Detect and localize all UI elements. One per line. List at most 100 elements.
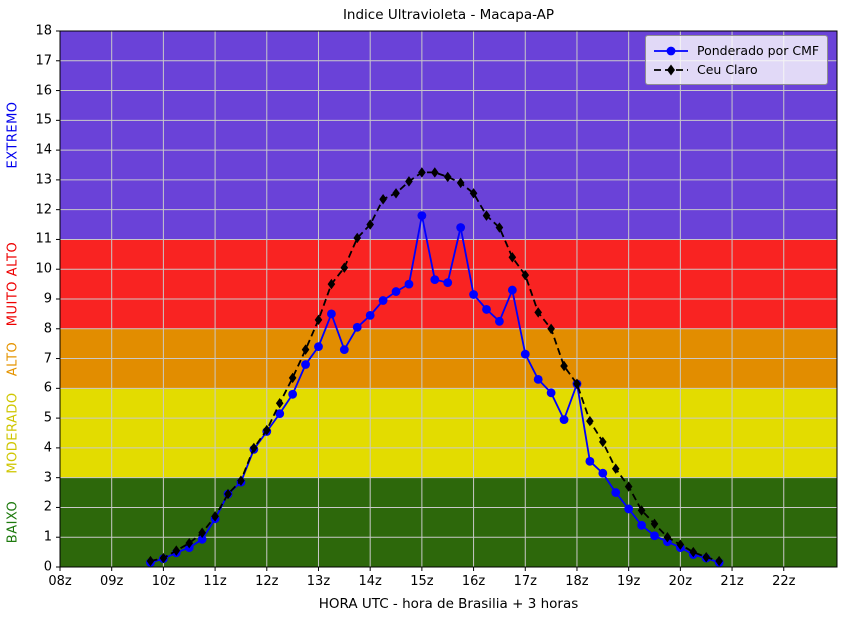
x-tick-label: 19z xyxy=(616,574,641,589)
y-tick-label: 13 xyxy=(35,172,52,188)
data-point-marker xyxy=(443,171,452,183)
data-point-marker xyxy=(508,252,517,263)
x-tick-label: 21z xyxy=(720,574,744,589)
data-point-marker xyxy=(650,531,659,541)
data-point-marker xyxy=(379,194,387,205)
y-tick-label: 18 xyxy=(35,23,52,39)
x-tick-label: 20z xyxy=(668,574,693,589)
data-point-marker xyxy=(353,232,362,244)
risk-band-moderado xyxy=(60,388,837,478)
legend: Ponderado por CMF Ceu Claro xyxy=(645,35,828,85)
x-tick-label: 10z xyxy=(151,574,176,589)
data-point-marker xyxy=(469,290,478,299)
data-point-marker xyxy=(507,285,517,295)
data-point-marker xyxy=(288,389,298,399)
data-point-marker xyxy=(224,488,232,500)
data-point-marker xyxy=(250,442,258,454)
data-point-marker xyxy=(521,269,530,281)
data-point-marker xyxy=(702,551,711,563)
x-tick-label: 14z xyxy=(358,574,382,589)
y-tick-label: 15 xyxy=(35,112,52,128)
y-tick-label: 12 xyxy=(35,202,52,218)
data-point-marker xyxy=(495,316,504,326)
data-point-marker xyxy=(715,555,723,567)
data-point-marker xyxy=(599,436,607,448)
data-point-marker xyxy=(146,555,155,567)
data-point-marker xyxy=(237,475,245,486)
data-point-marker xyxy=(327,278,336,290)
risk-label-muito-alto: MUITO ALTO xyxy=(5,241,21,327)
data-point-marker xyxy=(534,307,542,318)
data-point-marker xyxy=(663,532,672,543)
data-point-marker xyxy=(624,504,634,514)
y-tick-label: 10 xyxy=(35,261,52,277)
data-point-marker xyxy=(352,322,362,332)
data-point-marker xyxy=(391,287,401,296)
data-point-marker xyxy=(301,360,310,369)
data-point-marker xyxy=(598,468,608,478)
data-point-marker xyxy=(288,372,297,384)
x-tick-label: 11z xyxy=(203,574,227,589)
legend-label-ceu-claro: Ceu Claro xyxy=(697,62,758,77)
data-point-marker xyxy=(482,210,491,221)
data-point-marker xyxy=(339,345,349,355)
y-tick-label: 5 xyxy=(43,410,52,426)
data-point-marker xyxy=(469,188,478,199)
data-point-marker xyxy=(611,488,621,497)
data-point-marker xyxy=(560,360,568,372)
risk-label-alto: ALTO xyxy=(5,341,21,376)
data-point-marker xyxy=(404,279,414,289)
data-point-marker xyxy=(443,278,453,288)
data-point-marker xyxy=(650,518,659,530)
x-tick-label: 15z xyxy=(410,574,434,589)
x-tick-label: 12z xyxy=(255,574,279,589)
x-tick-label: 18z xyxy=(565,574,589,589)
data-point-marker xyxy=(559,415,569,424)
y-tick-label: 8 xyxy=(43,321,52,337)
data-point-marker xyxy=(275,409,285,419)
x-tick-label: 08z xyxy=(48,574,72,589)
x-tick-label: 17z xyxy=(513,574,537,589)
legend-item-ponderado: Ponderado por CMF xyxy=(653,41,819,60)
data-point-marker xyxy=(418,167,426,178)
data-point-marker xyxy=(340,262,349,273)
y-tick-label: 4 xyxy=(43,440,52,456)
legend-item-ceu-claro: Ceu Claro xyxy=(653,60,819,79)
x-tick-label: 09z xyxy=(100,574,124,589)
data-point-marker xyxy=(314,342,323,352)
data-point-marker xyxy=(301,344,310,355)
data-point-marker xyxy=(431,167,439,178)
data-point-marker xyxy=(495,222,504,233)
y-tick-label: 2 xyxy=(43,499,52,515)
data-point-marker xyxy=(624,481,633,492)
data-point-marker xyxy=(197,534,207,544)
data-point-marker xyxy=(392,188,400,199)
data-point-marker xyxy=(172,545,181,556)
y-tick-label: 1 xyxy=(43,529,52,545)
x-tick-label: 22z xyxy=(772,574,796,589)
series-line-ceu-claro xyxy=(150,171,720,562)
x-axis-label: HORA UTC - hora de Brasilia + 3 horas xyxy=(318,596,579,612)
data-point-marker xyxy=(405,176,413,187)
chart-title: Indice Ultravioleta - Macapa-AP xyxy=(342,7,555,23)
data-point-marker xyxy=(365,310,375,320)
data-point-marker xyxy=(211,511,219,522)
data-point-marker xyxy=(637,520,646,530)
y-tick-label: 9 xyxy=(43,291,52,307)
data-point-marker xyxy=(456,223,466,232)
data-point-marker xyxy=(275,398,284,409)
y-tick-label: 14 xyxy=(35,142,52,158)
data-point-marker xyxy=(520,349,530,359)
data-point-marker xyxy=(482,305,491,314)
x-tick-label: 13z xyxy=(306,574,331,589)
y-tick-label: 11 xyxy=(35,231,52,247)
data-point-marker xyxy=(586,415,594,427)
data-point-marker xyxy=(366,219,374,230)
y-tick-label: 17 xyxy=(35,53,52,69)
data-point-marker xyxy=(262,424,271,436)
data-point-marker xyxy=(198,527,206,538)
data-point-marker xyxy=(185,537,194,549)
y-tick-label: 3 xyxy=(43,470,52,486)
data-point-marker xyxy=(456,177,465,189)
